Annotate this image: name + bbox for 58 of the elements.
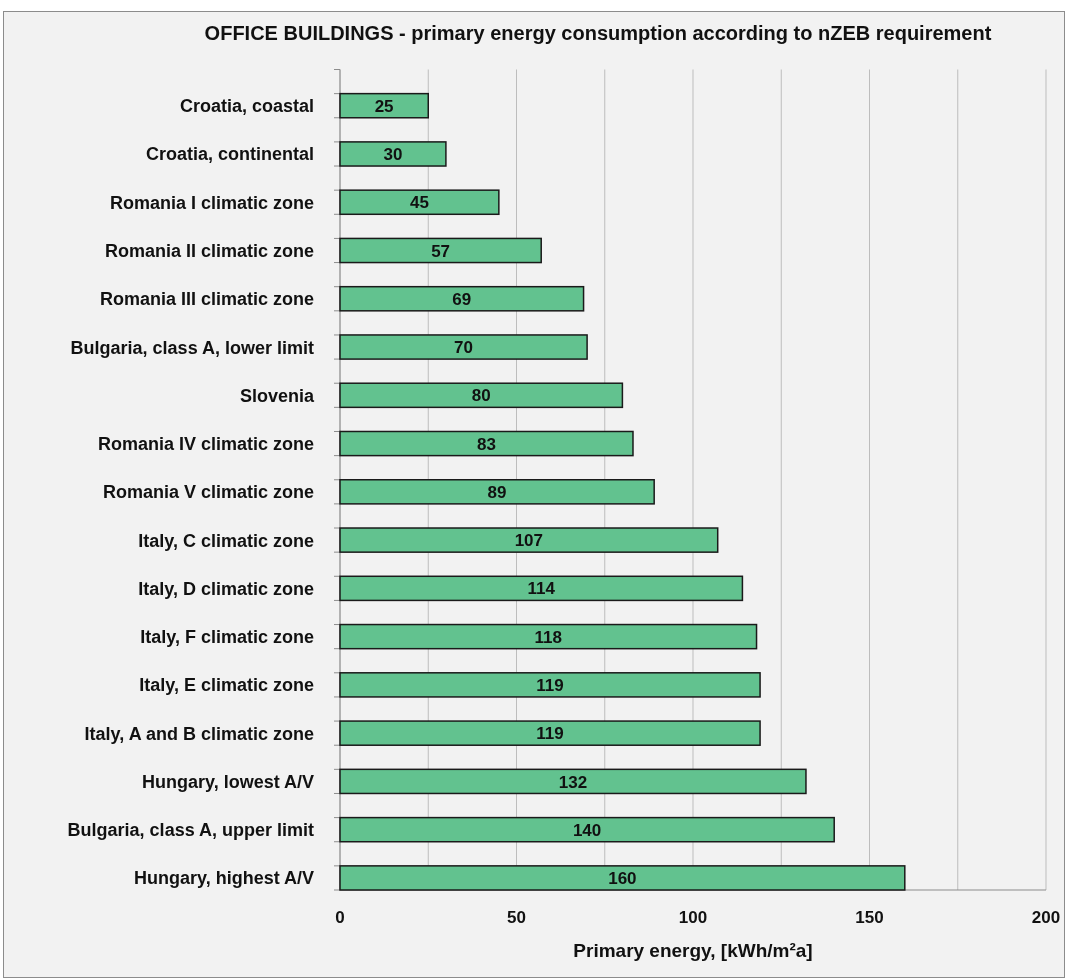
y-tick-label: Slovenia xyxy=(239,385,315,406)
data-label: 118 xyxy=(534,627,562,647)
bar xyxy=(339,92,429,119)
x-tick-label: 100 xyxy=(678,908,708,928)
y-tick-label: Bulgaria, class A, lower limit xyxy=(70,337,314,358)
y-tick-label: Italy, D climatic zone xyxy=(138,578,314,599)
data-label: 107 xyxy=(514,531,544,551)
y-tick-label: Romania II climatic zone xyxy=(104,240,314,261)
bar xyxy=(339,430,634,457)
data-label: 45 xyxy=(409,193,429,213)
y-tick-label: Romania IV climatic zone xyxy=(97,434,314,455)
data-label: 160 xyxy=(608,869,637,889)
x-tick-label: 200 xyxy=(1031,908,1061,928)
data-label: 69 xyxy=(452,289,472,309)
data-label: 132 xyxy=(558,772,588,792)
y-tick-label: Romania I climatic zone xyxy=(109,192,314,213)
bar xyxy=(339,768,807,795)
bar xyxy=(339,479,655,505)
data-label: 89 xyxy=(487,482,507,502)
bar xyxy=(339,334,588,360)
bar xyxy=(339,575,744,602)
chart-title: OFFICE BUILDINGS - primary energy consumption according to nZEB requirement xyxy=(204,22,992,45)
bar xyxy=(339,141,447,167)
bar xyxy=(339,865,906,891)
bar xyxy=(339,623,758,650)
bar xyxy=(339,527,719,553)
data-label: 83 xyxy=(477,434,496,454)
data-label: 70 xyxy=(454,338,474,358)
x-tick-label: 0 xyxy=(335,908,345,928)
y-tick-label: Romania III climatic zone xyxy=(99,289,314,310)
bar xyxy=(339,382,624,409)
y-tick-label: Hungary, lowest A/V xyxy=(141,771,314,792)
y-tick-label: Hungary, highest A/V xyxy=(133,868,314,889)
y-tick-label: Romania V climatic zone xyxy=(102,482,314,503)
bar xyxy=(339,720,761,746)
data-label: 119 xyxy=(536,724,564,744)
data-label: 114 xyxy=(527,579,556,599)
data-label: 140 xyxy=(572,820,602,840)
y-tick-label: Croatia, continental xyxy=(145,144,314,165)
y-tick-label: Italy, A and B climatic zone xyxy=(84,723,314,744)
data-label: 30 xyxy=(383,145,403,165)
bar xyxy=(339,189,500,216)
y-tick-label: Bulgaria, class A, upper limit xyxy=(67,820,314,841)
y-tick-label: Croatia, coastal xyxy=(179,96,314,117)
x-axis-title: Primary energy, [kWh/m²a] xyxy=(573,939,813,961)
bar xyxy=(339,285,585,312)
y-tick-label: Italy, F climatic zone xyxy=(140,627,314,648)
bar xyxy=(339,816,835,843)
data-label: 25 xyxy=(374,96,394,116)
data-label: 119 xyxy=(536,675,564,695)
data-label: 80 xyxy=(471,386,491,406)
bar xyxy=(339,237,542,264)
x-tick-label: 150 xyxy=(855,908,884,928)
y-tick-label: Italy, C climatic zone xyxy=(138,530,314,551)
x-tick-label: 50 xyxy=(507,908,526,928)
data-label: 57 xyxy=(431,241,451,261)
y-tick-label: Italy, E climatic zone xyxy=(139,675,314,696)
bar xyxy=(339,672,761,698)
